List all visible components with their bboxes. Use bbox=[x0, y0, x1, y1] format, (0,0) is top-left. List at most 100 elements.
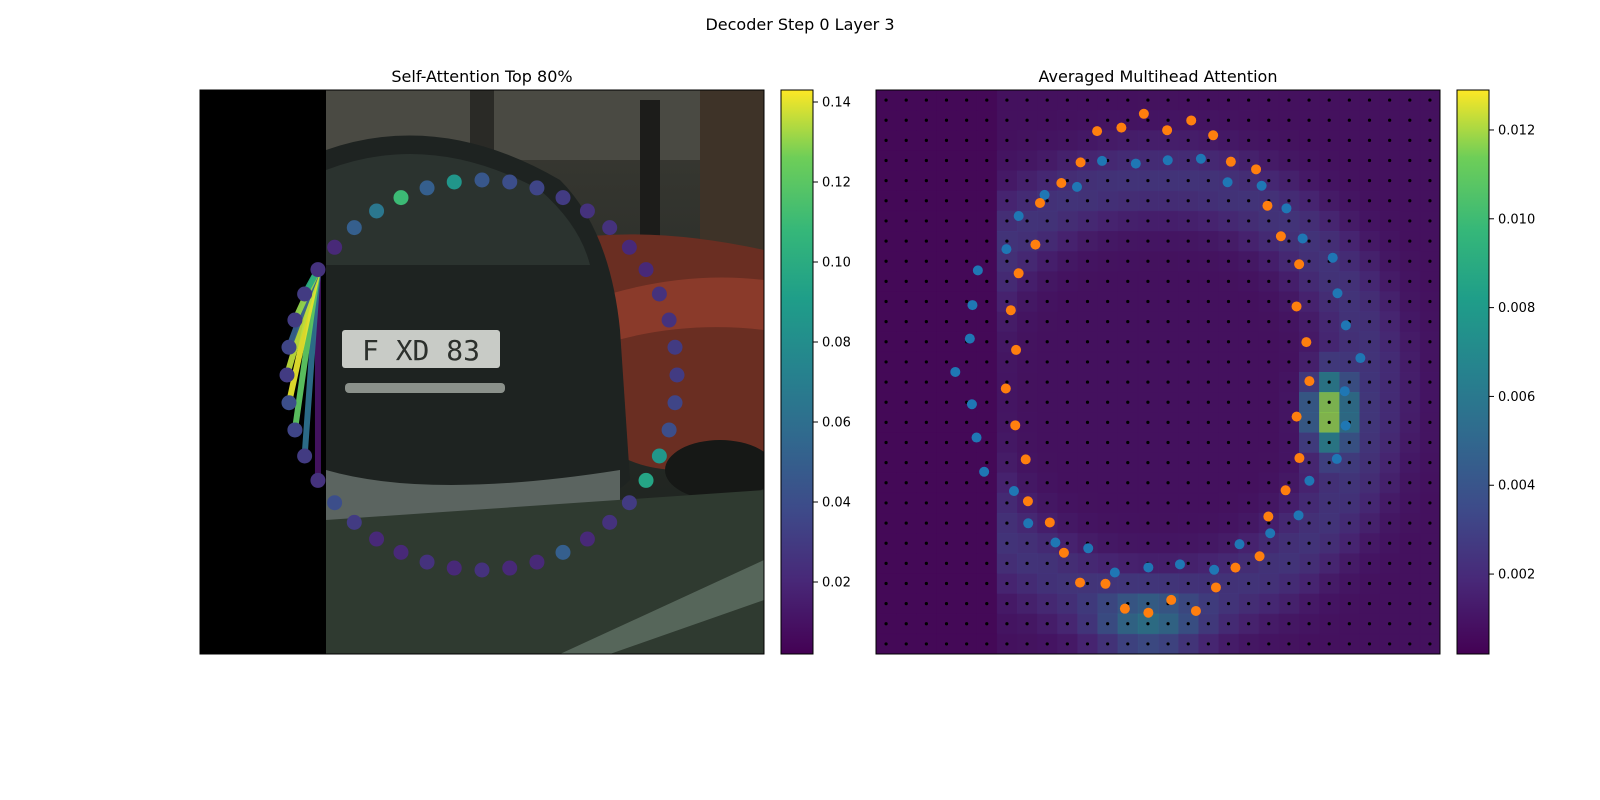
sampling-point bbox=[1110, 567, 1120, 577]
figure-suptitle: Decoder Step 0 Layer 3 bbox=[705, 15, 894, 34]
reference-dot bbox=[1086, 501, 1089, 504]
reference-dot bbox=[1348, 179, 1351, 182]
sampling-point bbox=[1083, 543, 1093, 553]
reference-dot bbox=[985, 501, 988, 504]
reference-dot bbox=[1408, 239, 1411, 242]
reference-dot bbox=[1287, 280, 1290, 283]
reference-dot bbox=[884, 441, 887, 444]
reference-dot bbox=[1106, 401, 1109, 404]
reference-dot bbox=[1267, 441, 1270, 444]
reference-dot bbox=[1428, 642, 1431, 645]
reference-dot bbox=[1227, 421, 1230, 424]
reference-dot bbox=[1227, 481, 1230, 484]
reference-dot bbox=[884, 622, 887, 625]
reference-dot bbox=[1287, 340, 1290, 343]
sampling-point bbox=[1035, 198, 1045, 208]
reference-dot bbox=[1388, 542, 1391, 545]
reference-dot bbox=[925, 461, 928, 464]
sampling-point bbox=[1263, 512, 1273, 522]
reference-dot bbox=[1348, 300, 1351, 303]
reference-dot bbox=[1146, 139, 1149, 142]
reference-dot bbox=[1126, 401, 1129, 404]
reference-dot bbox=[1025, 300, 1028, 303]
reference-dot bbox=[1368, 219, 1371, 222]
reference-dot bbox=[1106, 219, 1109, 222]
reference-dot bbox=[1166, 239, 1169, 242]
reference-dot bbox=[1428, 260, 1431, 263]
reference-dot bbox=[1287, 582, 1290, 585]
reference-dot bbox=[1408, 521, 1411, 524]
attention-point bbox=[652, 449, 667, 464]
reference-dot bbox=[985, 239, 988, 242]
attention-point bbox=[639, 473, 654, 488]
reference-dot bbox=[1267, 360, 1270, 363]
reference-dot bbox=[1187, 401, 1190, 404]
reference-dot bbox=[1247, 360, 1250, 363]
reference-dot bbox=[1287, 562, 1290, 565]
reference-dot bbox=[945, 320, 948, 323]
reference-dot bbox=[925, 360, 928, 363]
reference-dot bbox=[1348, 461, 1351, 464]
reference-dot bbox=[1348, 542, 1351, 545]
reference-dot bbox=[1328, 562, 1331, 565]
attention-point bbox=[622, 495, 637, 510]
reference-dot bbox=[1368, 461, 1371, 464]
reference-dot bbox=[1408, 340, 1411, 343]
sampling-point bbox=[1208, 130, 1218, 140]
reference-dot bbox=[1227, 219, 1230, 222]
reference-dot bbox=[1207, 199, 1210, 202]
reference-dot bbox=[1388, 179, 1391, 182]
reference-dot bbox=[884, 461, 887, 464]
reference-dot bbox=[1388, 562, 1391, 565]
attention-point bbox=[475, 563, 490, 578]
reference-dot bbox=[1388, 139, 1391, 142]
reference-dot bbox=[1408, 300, 1411, 303]
reference-dot bbox=[1086, 340, 1089, 343]
reference-dot bbox=[1207, 280, 1210, 283]
reference-dot bbox=[1187, 501, 1190, 504]
attention-point bbox=[652, 286, 667, 301]
reference-dot bbox=[1066, 139, 1069, 142]
reference-dot bbox=[905, 179, 908, 182]
reference-dot bbox=[1328, 380, 1331, 383]
reference-dot bbox=[1046, 542, 1049, 545]
reference-dot bbox=[1328, 360, 1331, 363]
reference-dot bbox=[1207, 461, 1210, 464]
reference-dot bbox=[1146, 360, 1149, 363]
reference-dot bbox=[1348, 562, 1351, 565]
reference-dot bbox=[884, 179, 887, 182]
reference-dot bbox=[945, 300, 948, 303]
reference-dot bbox=[1328, 542, 1331, 545]
reference-dot bbox=[985, 340, 988, 343]
reference-dot bbox=[1166, 179, 1169, 182]
reference-dot bbox=[1267, 401, 1270, 404]
reference-dot bbox=[1267, 562, 1270, 565]
reference-dot bbox=[1287, 360, 1290, 363]
attention-point bbox=[281, 340, 296, 355]
reference-dot bbox=[1267, 340, 1270, 343]
reference-dot bbox=[1348, 219, 1351, 222]
reference-dot bbox=[1066, 320, 1069, 323]
reference-dot bbox=[925, 542, 928, 545]
reference-dot bbox=[1187, 239, 1190, 242]
reference-dot bbox=[1368, 380, 1371, 383]
reference-dot bbox=[1247, 421, 1250, 424]
reference-dot bbox=[1247, 582, 1250, 585]
sampling-point bbox=[1281, 485, 1291, 495]
reference-dot bbox=[884, 199, 887, 202]
reference-dot bbox=[1106, 119, 1109, 122]
reference-dot bbox=[1025, 98, 1028, 101]
attention-point bbox=[297, 286, 312, 301]
reference-dot bbox=[1287, 119, 1290, 122]
reference-dot bbox=[1408, 582, 1411, 585]
reference-dot bbox=[1328, 98, 1331, 101]
reference-dot bbox=[1287, 642, 1290, 645]
reference-dot bbox=[1287, 521, 1290, 524]
reference-dot bbox=[1146, 159, 1149, 162]
reference-dot bbox=[1287, 481, 1290, 484]
reference-dot bbox=[1267, 139, 1270, 142]
reference-dot bbox=[985, 199, 988, 202]
reference-dot bbox=[905, 219, 908, 222]
reference-dot bbox=[965, 421, 968, 424]
reference-dot bbox=[925, 602, 928, 605]
